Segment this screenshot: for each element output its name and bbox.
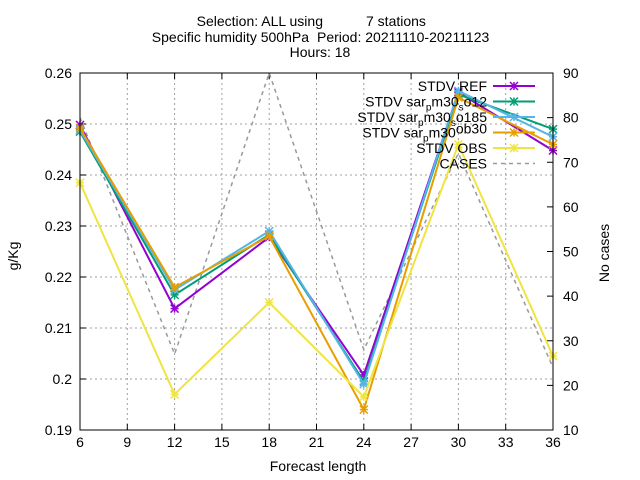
data-point-2-3 — [359, 379, 369, 389]
y-tick-label: 0.23 — [45, 218, 72, 234]
chart-title-line2-period: Period: 20211110-20211123 — [317, 29, 490, 45]
x-tick-label: 24 — [356, 434, 372, 450]
series-line-5 — [79, 70, 554, 368]
y-tick-label: 0.19 — [45, 422, 72, 438]
y-tick-label: 0.21 — [45, 320, 72, 336]
y-tick-label: 0.24 — [45, 167, 72, 183]
legend-label-0: STDV REF — [418, 78, 487, 94]
series-line-4 — [79, 141, 554, 399]
chart-title-line1-suffix: 7 stations — [366, 13, 426, 29]
data-point-4-2 — [264, 297, 274, 308]
y2-tick-label: 10 — [563, 422, 579, 438]
x-tick-label: 15 — [214, 434, 230, 450]
x-tick-label: 9 — [123, 434, 131, 450]
legend-marker-2 — [509, 112, 519, 122]
legend-marker-1 — [509, 96, 519, 107]
x-tick-label: 12 — [167, 434, 183, 450]
x-tick-label: 36 — [545, 434, 561, 450]
y-axis-label: g/Kg — [5, 242, 21, 271]
legend-label-5: CASES — [440, 156, 487, 172]
x-tick-label: 33 — [498, 434, 514, 450]
series-line-3 — [79, 96, 554, 413]
data-point-0-1 — [170, 304, 180, 314]
y2-tick-label: 20 — [563, 377, 579, 393]
grid — [80, 73, 553, 430]
legend-label-1: STDV sarpm30so12 — [365, 94, 487, 114]
y2-tick-label: 60 — [563, 199, 579, 215]
y2-tick-label: 80 — [563, 110, 579, 126]
legend-marker-3 — [509, 127, 519, 138]
legend-marker-4 — [509, 143, 519, 153]
y2-tick-label: 70 — [563, 154, 579, 170]
data-point-4-3 — [359, 392, 369, 402]
data-point-4-1 — [170, 389, 180, 399]
legend-label-4: STDV OBS — [416, 140, 487, 156]
x-tick-label: 21 — [309, 434, 325, 450]
x-tick-label: 27 — [403, 434, 419, 450]
plot-frame — [79, 72, 554, 431]
y2-tick-label: 30 — [563, 333, 579, 349]
data-point-3-4 — [453, 92, 463, 103]
data-point-3-1 — [170, 282, 180, 292]
y-tick-label: 0.25 — [45, 116, 72, 132]
x-axis-label: Forecast length — [270, 458, 367, 474]
y2-tick-label: 40 — [563, 288, 579, 304]
legend-label-3: STDV sarpm30ob30 — [362, 121, 487, 145]
x-tick-label: 30 — [451, 434, 467, 450]
y2-tick-label: 90 — [563, 65, 579, 81]
y-tick-label: 0.2 — [53, 371, 73, 387]
y-tick-label: 0.26 — [45, 65, 72, 81]
chart-title-line1-prefix: Selection: ALL using — [197, 13, 323, 29]
y2-axis-label: No cases — [596, 224, 612, 282]
data-point-3-2 — [264, 231, 274, 241]
chart-title-line3: Hours: 18 — [290, 44, 351, 60]
series-line-2 — [79, 89, 554, 387]
legend-label-2: STDV sarpm30so185 — [357, 109, 487, 129]
chart-title-line2-param: Specific humidity 500hPa — [152, 29, 309, 45]
y2-tick-label: 50 — [563, 244, 579, 260]
data-point-3-3 — [359, 405, 369, 415]
x-tick-label: 6 — [76, 434, 84, 450]
x-tick-label: 18 — [261, 434, 277, 450]
y-tick-label: 0.22 — [45, 269, 72, 285]
data-point-4-4 — [453, 139, 463, 149]
legend-marker-0 — [509, 81, 519, 91]
tick-labels: 6 9 12 15 18 21 24 27 30 33 36 0.19 0.2 0.21 0.22 0.23 0… — [45, 65, 579, 450]
